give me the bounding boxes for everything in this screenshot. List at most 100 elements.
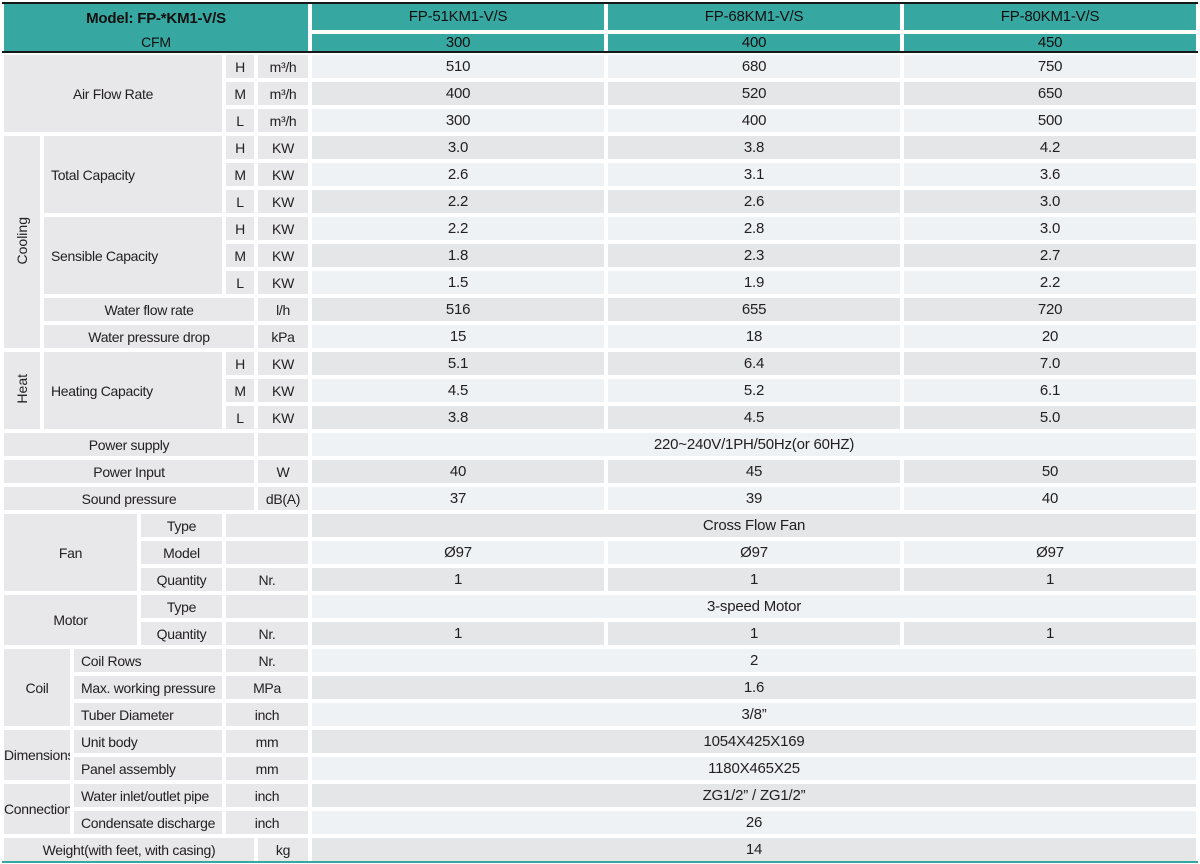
unit-cell: KW <box>258 271 309 295</box>
row-water-inlet-outlet: Connection Water inlet/outlet pipe inch … <box>4 784 1197 835</box>
weight-value: 14 <box>312 838 1197 862</box>
unit-cell-empty <box>226 514 309 538</box>
tuber-diameter-label: Tuber Diameter <box>74 703 222 727</box>
coil-rows-label: Coil Rows <box>74 649 222 673</box>
unit-cell: Nr. <box>226 649 309 673</box>
fan-group-label: Fan <box>4 514 137 592</box>
coil-rows-value: 2 <box>312 649 1197 673</box>
value-cell: 15 <box>312 325 605 349</box>
unit-cell: KW <box>258 406 309 430</box>
unit-cell: dB(A) <box>258 487 309 511</box>
header-rule <box>2 51 1198 53</box>
row-unit-body: Dimensions Unit body mm 1054X425X169 <box>4 730 1197 781</box>
value-cell: 750 <box>904 55 1197 79</box>
value-cell: 37 <box>312 487 605 511</box>
value-cell: 510 <box>312 55 605 79</box>
row-fan-type: Fan Type Cross Flow Fan <box>4 514 1197 592</box>
speed-cell: L <box>226 271 254 295</box>
speed-cell: H <box>226 352 254 376</box>
cooling-group-label: Cooling <box>4 136 40 349</box>
unit-cell: inch <box>226 703 309 727</box>
value-cell: 2.6 <box>608 190 901 214</box>
value-cell: 400 <box>608 109 901 133</box>
motor-type-label: Type <box>141 595 222 619</box>
unit-cell: l/h <box>258 298 309 322</box>
model-label: Model: FP-*KM1-V/S <box>86 10 226 27</box>
value-cell: 516 <box>312 298 605 322</box>
value-cell: 400 <box>312 82 605 106</box>
unit-cell: KW <box>258 379 309 403</box>
unit-cell: mm <box>226 730 309 754</box>
unit-cell: KW <box>258 136 309 160</box>
column-header-fp80: FP-80KM1-V/S <box>904 4 1197 30</box>
cfm-label: CFM <box>141 33 171 50</box>
value-cell: 1 <box>312 622 605 646</box>
value-cell: 40 <box>312 460 605 484</box>
power-input-label: Power Input <box>4 460 254 484</box>
motor-quantity-label: Quantity <box>141 622 222 646</box>
row-condensate-discharge: Condensate discharge inch 26 <box>4 811 1197 835</box>
speed-cell: L <box>226 406 254 430</box>
row-water-flow-rate: Water flow rate l/h 516 655 720 <box>4 298 1197 322</box>
value-cell: 6.4 <box>608 352 901 376</box>
unit-cell: W <box>258 460 309 484</box>
row-sound-pressure: Sound pressure dB(A) 37 39 40 <box>4 487 1197 511</box>
value-cell: 3.0 <box>904 217 1197 241</box>
cfm-value-1: 300 <box>312 34 605 52</box>
value-cell: 1.9 <box>608 271 901 295</box>
max-working-pressure-label: Max. working pressure <box>74 676 222 700</box>
coil-group-label: Coil <box>4 649 70 727</box>
bottom-rule <box>2 861 1198 863</box>
value-cell: 50 <box>904 460 1197 484</box>
header-row-cfm: 300 400 450 <box>4 34 1197 52</box>
row-coil-rows: Coil Coil Rows Nr. 2 <box>4 649 1197 727</box>
value-cell: Ø97 <box>312 541 605 565</box>
header-row-models: Model: FP-*KM1-V/S CFM FP-51KM1-V/S FP-6… <box>4 4 1197 52</box>
top-rule <box>2 2 1198 4</box>
value-cell: 650 <box>904 82 1197 106</box>
fan-quantity-label: Quantity <box>141 568 222 592</box>
speed-cell: L <box>226 190 254 214</box>
water-inlet-outlet-value: ZG1/2” / ZG1/2” <box>312 784 1197 808</box>
value-cell: 3.0 <box>312 136 605 160</box>
weight-label: Weight(with feet, with casing) <box>4 838 254 862</box>
value-cell: 2.3 <box>608 244 901 268</box>
value-cell: 18 <box>608 325 901 349</box>
value-cell: 39 <box>608 487 901 511</box>
unit-body-value: 1054X425X169 <box>312 730 1197 754</box>
column-header-fp68: FP-68KM1-V/S <box>608 4 901 30</box>
row-heating-capacity-h: Heat Heating Capacity H KW 5.1 6.4 7.0 <box>4 352 1197 430</box>
value-cell: 40 <box>904 487 1197 511</box>
row-airflow-l: L m³/h 300 400 500 <box>4 109 1197 133</box>
value-cell: 2.7 <box>904 244 1197 268</box>
speed-cell: M <box>226 379 254 403</box>
value-cell: 500 <box>904 109 1197 133</box>
row-total-capacity-h: Cooling Total Capacity H KW 3.0 3.8 4.2 <box>4 136 1197 349</box>
unit-cell: KW <box>258 352 309 376</box>
unit-cell: KW <box>258 163 309 187</box>
value-cell: 7.0 <box>904 352 1197 376</box>
sensible-capacity-label: Sensible Capacity <box>44 217 222 295</box>
unit-cell: m³/h <box>258 109 309 133</box>
total-capacity-label: Total Capacity <box>44 136 222 214</box>
fan-model-label: Model <box>141 541 222 565</box>
unit-cell: mm <box>226 757 309 781</box>
value-cell: 6.1 <box>904 379 1197 403</box>
condensate-discharge-label: Condensate discharge <box>74 811 222 835</box>
row-motor-quantity: Quantity Nr. 1 1 1 <box>4 622 1197 646</box>
tuber-diameter-value: 3/8” <box>312 703 1197 727</box>
unit-cell: kg <box>258 838 309 862</box>
heat-group-label: Heat <box>4 352 40 430</box>
value-cell: 5.2 <box>608 379 901 403</box>
value-cell: 680 <box>608 55 901 79</box>
row-water-pressure-drop: Water pressure drop kPa 15 18 20 <box>4 325 1197 349</box>
speed-cell: M <box>226 82 254 106</box>
row-tuber-diameter: Tuber Diameter inch 3/8” <box>4 703 1197 727</box>
row-sensible-capacity-h: Sensible Capacity H KW 2.2 2.8 3.0 <box>4 217 1197 295</box>
speed-cell: L <box>226 109 254 133</box>
column-header-fp51: FP-51KM1-V/S <box>312 4 605 30</box>
value-cell: 3.6 <box>904 163 1197 187</box>
value-cell: 1 <box>608 568 901 592</box>
unit-body-label: Unit body <box>74 730 222 754</box>
